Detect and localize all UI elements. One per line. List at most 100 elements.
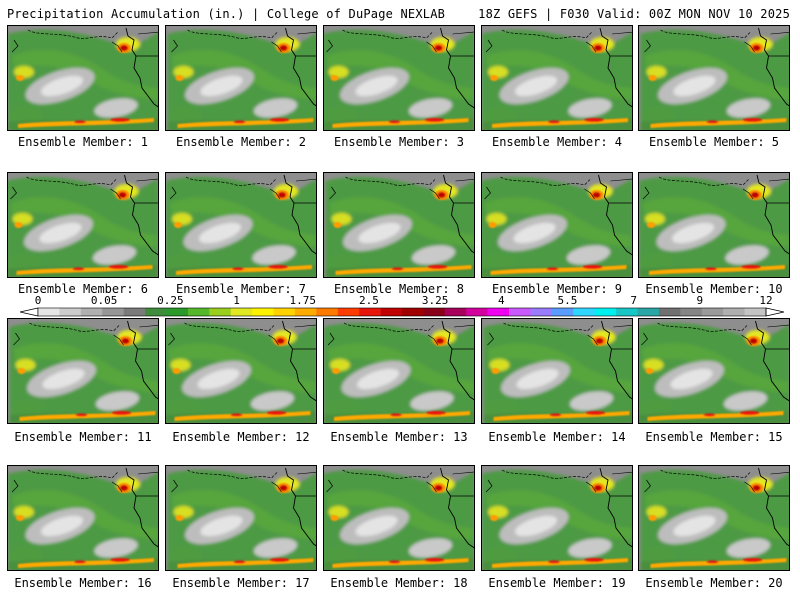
precip-map bbox=[8, 466, 159, 571]
colorbar-tick-label: 1 bbox=[233, 294, 240, 307]
precip-map bbox=[324, 26, 475, 131]
member-label: Ensemble Member: 9 bbox=[491, 282, 623, 296]
colorbar-swatch bbox=[658, 308, 681, 316]
colorbar-swatch bbox=[444, 308, 467, 316]
member-label: Ensemble Member: 7 bbox=[175, 282, 307, 296]
member-panel-13 bbox=[323, 318, 475, 424]
colorbar-swatch bbox=[38, 308, 60, 316]
member-label: Ensemble Member: 20 bbox=[645, 576, 783, 590]
member-panel-11 bbox=[7, 318, 159, 424]
colorbar-swatch bbox=[466, 308, 488, 316]
colorbar-tick-label: 5.5 bbox=[558, 294, 578, 307]
colorbar-swatch bbox=[166, 308, 189, 316]
member-label: Ensemble Member: 8 bbox=[333, 282, 465, 296]
colorbar-swatch bbox=[273, 308, 296, 316]
member-label: Ensemble Member: 5 bbox=[648, 135, 780, 149]
colorbar-swatch bbox=[680, 308, 703, 316]
member-panel-2 bbox=[165, 25, 317, 131]
run-info: 18Z GEFS | F030 Valid: 00Z MON NOV 10 20… bbox=[478, 7, 790, 21]
colorbar-swatch bbox=[573, 308, 596, 316]
member-panel-20 bbox=[638, 465, 790, 571]
member-panel-15 bbox=[638, 318, 790, 424]
colorbar-swatch bbox=[123, 308, 146, 316]
precip-map bbox=[324, 319, 475, 424]
colorbar-swatch bbox=[616, 308, 638, 316]
precip-map bbox=[324, 466, 475, 571]
colorbar-swatch bbox=[102, 308, 124, 316]
colorbar-tick-label: 0.25 bbox=[157, 294, 184, 307]
colorbar-swatch bbox=[252, 308, 274, 316]
member-panel-9 bbox=[481, 172, 633, 278]
precip-map bbox=[166, 173, 317, 278]
precip-map bbox=[166, 466, 317, 571]
chart-title: Precipitation Accumulation (in.) | Colle… bbox=[7, 7, 446, 21]
member-label: Ensemble Member: 12 bbox=[172, 430, 310, 444]
colorbar-swatch bbox=[744, 308, 767, 316]
member-label: Ensemble Member: 1 bbox=[17, 135, 149, 149]
member-panel-10 bbox=[638, 172, 790, 278]
member-label: Ensemble Member: 17 bbox=[172, 576, 310, 590]
colorbar-tick-label: 0 bbox=[35, 294, 42, 307]
colorbar-swatch bbox=[551, 308, 574, 316]
colorbar-right-arrow bbox=[765, 307, 785, 317]
colorbar-swatch bbox=[487, 308, 510, 316]
member-label: Ensemble Member: 15 bbox=[645, 430, 783, 444]
colorbar-swatch bbox=[423, 308, 446, 316]
precip-map bbox=[8, 173, 159, 278]
colorbar-swatch bbox=[723, 308, 745, 316]
member-label: Ensemble Member: 14 bbox=[488, 430, 626, 444]
colorbar-swatch bbox=[380, 308, 403, 316]
precip-map bbox=[166, 26, 317, 131]
member-panel-16 bbox=[7, 465, 159, 571]
colorbar-swatch bbox=[59, 308, 82, 316]
member-label: Ensemble Member: 2 bbox=[175, 135, 307, 149]
colorbar-tick-label: 7 bbox=[630, 294, 637, 307]
colorbar-tick-label: 4 bbox=[498, 294, 505, 307]
colorbar-swatch bbox=[402, 308, 424, 316]
colorbar-swatch bbox=[701, 308, 724, 316]
colorbar-swatch bbox=[294, 308, 317, 316]
colorbar-swatch bbox=[209, 308, 232, 316]
member-panel-19 bbox=[481, 465, 633, 571]
member-panel-17 bbox=[165, 465, 317, 571]
colorbar-swatch bbox=[530, 308, 553, 316]
colorbar-tick-label: 9 bbox=[697, 294, 704, 307]
precip-map bbox=[482, 319, 633, 424]
member-panel-12 bbox=[165, 318, 317, 424]
colorbar-swatch bbox=[187, 308, 210, 316]
member-label: Ensemble Member: 13 bbox=[330, 430, 468, 444]
colorbar-swatch bbox=[145, 308, 167, 316]
member-panel-18 bbox=[323, 465, 475, 571]
precip-map bbox=[8, 26, 159, 131]
member-label: Ensemble Member: 16 bbox=[14, 576, 152, 590]
colorbar-swatch bbox=[359, 308, 381, 316]
precip-map bbox=[639, 173, 790, 278]
member-panel-14 bbox=[481, 318, 633, 424]
precip-map bbox=[639, 319, 790, 424]
colorbar-swatch bbox=[637, 308, 660, 316]
member-label: Ensemble Member: 6 bbox=[17, 282, 149, 296]
colorbar-swatch bbox=[594, 308, 617, 316]
member-panel-7 bbox=[165, 172, 317, 278]
precip-map bbox=[639, 466, 790, 571]
colorbar-tick-label: 2.5 bbox=[359, 294, 379, 307]
precip-map bbox=[482, 466, 633, 571]
member-panel-8 bbox=[323, 172, 475, 278]
member-panel-3 bbox=[323, 25, 475, 131]
member-label: Ensemble Member: 19 bbox=[488, 576, 626, 590]
member-label: Ensemble Member: 3 bbox=[333, 135, 465, 149]
member-label: Ensemble Member: 11 bbox=[14, 430, 152, 444]
member-panel-6 bbox=[7, 172, 159, 278]
precip-map bbox=[639, 26, 790, 131]
member-panel-4 bbox=[481, 25, 633, 131]
precip-map bbox=[482, 26, 633, 131]
colorbar-tick-label: 0.05 bbox=[91, 294, 118, 307]
colorbar-swatch bbox=[316, 308, 339, 316]
colorbar-left-arrow bbox=[19, 307, 39, 317]
precip-map bbox=[166, 319, 317, 424]
precip-map bbox=[324, 173, 475, 278]
colorbar-swatch bbox=[337, 308, 360, 316]
precip-map bbox=[482, 173, 633, 278]
colorbar-swatch bbox=[509, 308, 531, 316]
colorbar-frame bbox=[37, 307, 767, 317]
